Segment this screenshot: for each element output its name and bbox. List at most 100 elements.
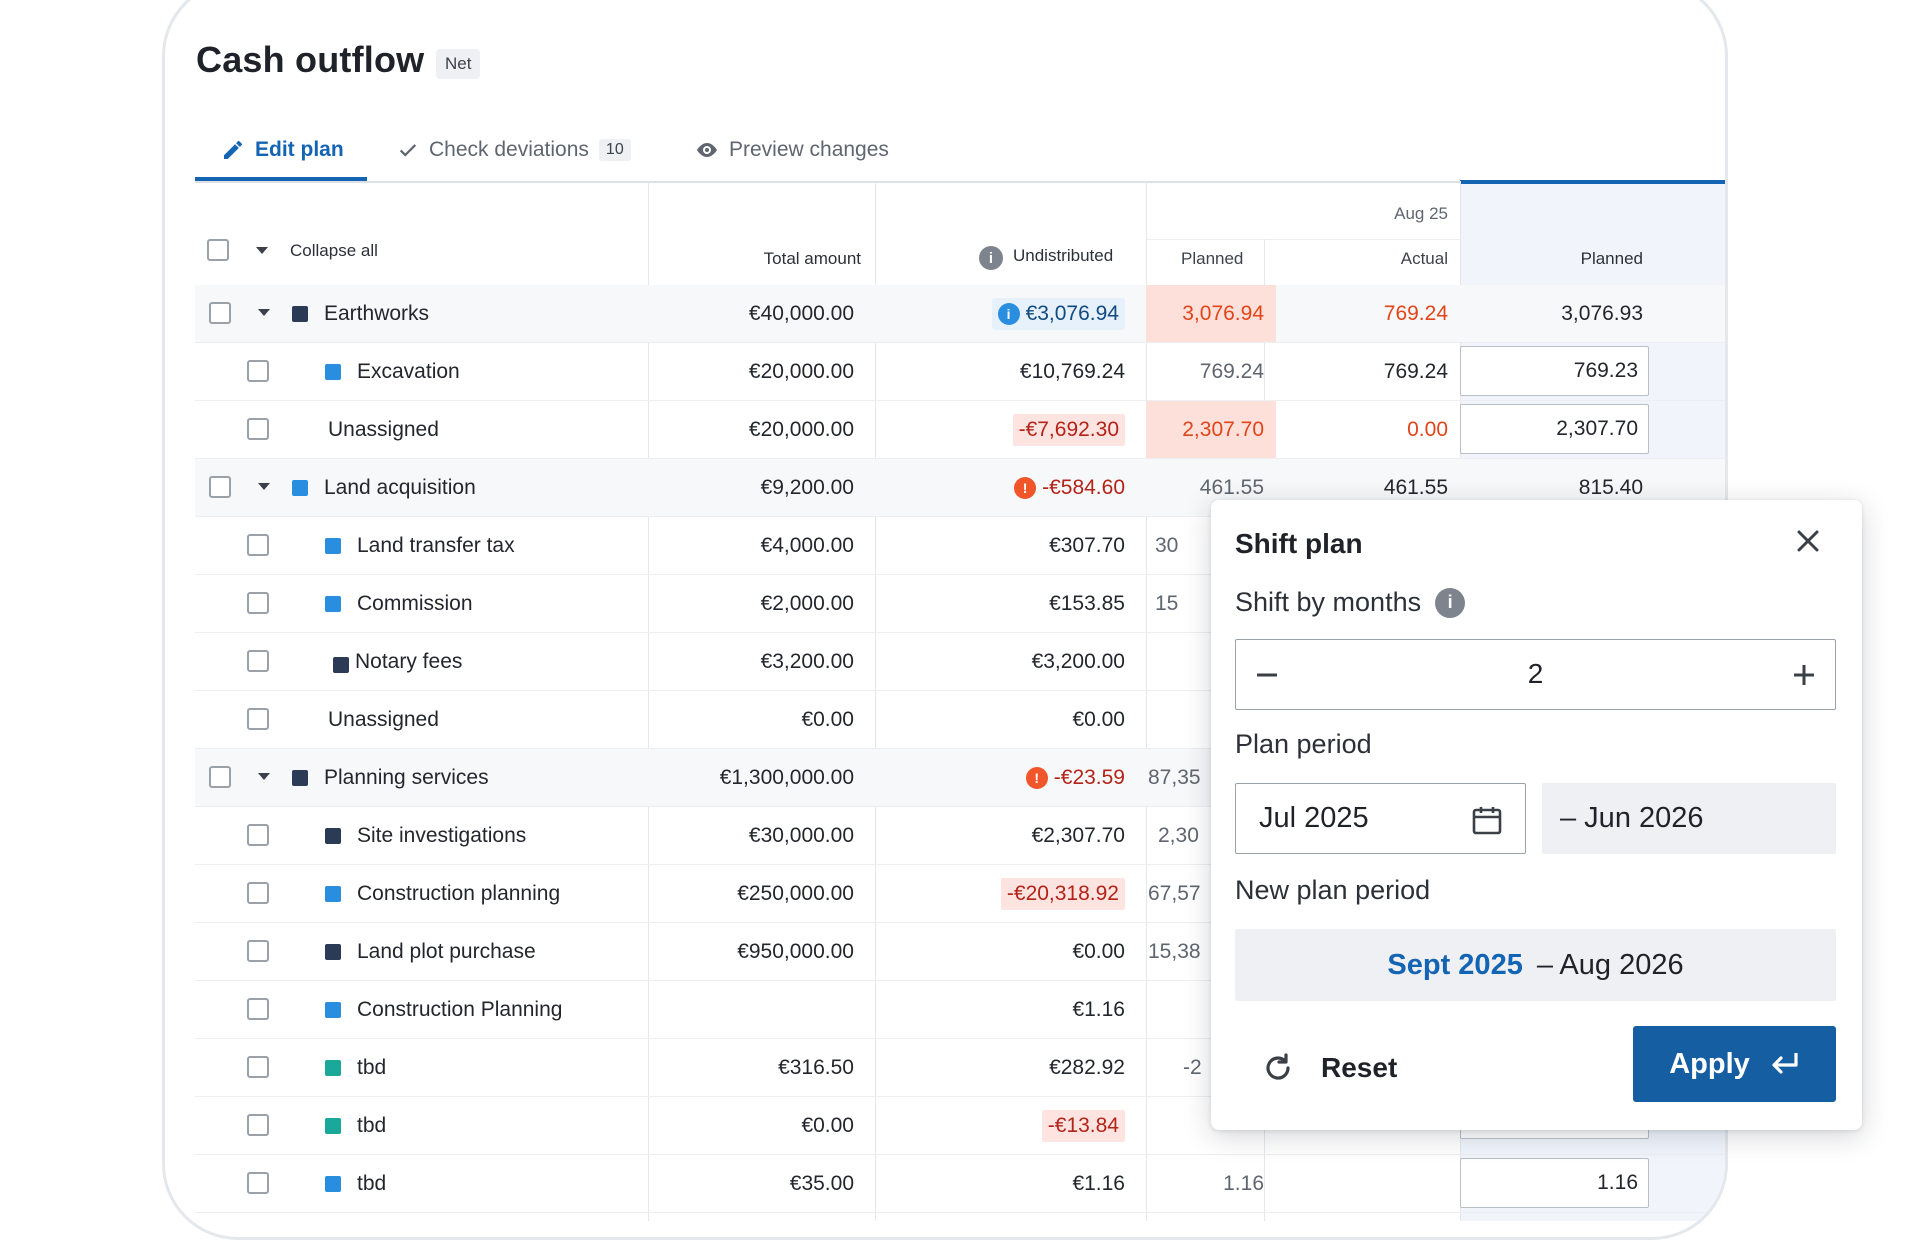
category-color-square (292, 769, 308, 786)
shift-by-months-row: Shift by months i (1235, 587, 1466, 618)
undistributed-value: €10,769.24 (1019, 359, 1125, 383)
category-color-square (325, 1175, 341, 1192)
actual-value: 461.55 (1383, 475, 1448, 499)
category-color-square (333, 656, 349, 673)
warning-icon[interactable]: ! (1025, 766, 1048, 789)
info-icon[interactable]: i (979, 246, 1003, 270)
warning-icon[interactable]: ! (1014, 476, 1037, 499)
planned-value: 87,35 (1148, 765, 1201, 789)
row-label-cell: Land plot purchase (325, 923, 536, 980)
row-checkbox[interactable] (209, 476, 231, 498)
table-row[interactable]: Unassigned €0.00 €0.00 (195, 691, 1725, 749)
row-checkbox[interactable] (247, 824, 269, 846)
table-row[interactable]: tbd €316.50 €282.92 -2 (195, 1039, 1725, 1097)
net-badge: Net (436, 49, 481, 79)
planned-next-value: 815.40 (1578, 475, 1643, 499)
row-label: Unassigned (328, 417, 439, 441)
table-row[interactable]: Construction Planning €1.16 (195, 981, 1725, 1039)
table-row[interactable]: Notary fees €3,200.00 €3,200.00 (195, 633, 1725, 691)
table-row[interactable]: tbd €35.00 €1.16 1.16 1.16 (195, 1155, 1725, 1213)
table-row[interactable]: Commission €2,000.00 €153.85 15 (195, 575, 1725, 633)
row-label: tbd (357, 1055, 387, 1079)
table-row[interactable]: Land transfer tax €4,000.00 €307.70 30 (195, 517, 1725, 575)
total-amount: €20,000.00 (748, 417, 854, 441)
row-label: tbd (357, 1113, 387, 1137)
undistributed-chip: i €3,076.94 (991, 297, 1125, 330)
row-label: Earthworks (324, 301, 430, 325)
undistributed-value: -€584.60 (1042, 475, 1125, 499)
row-label-cell: Construction Planning (325, 981, 562, 1038)
planned-input[interactable]: 769.23 (1460, 346, 1649, 396)
total-amount: €40,000.00 (748, 301, 854, 325)
expand-caret[interactable] (258, 773, 270, 780)
category-color-square (325, 827, 341, 844)
close-icon[interactable] (1791, 524, 1825, 558)
plan-start-date-input[interactable]: Jul 2025 (1235, 783, 1526, 854)
total-amount: €35.00 (789, 1171, 854, 1195)
info-icon[interactable]: i (997, 302, 1020, 325)
apply-button[interactable]: Apply (1633, 1026, 1836, 1102)
category-color-square (292, 305, 308, 322)
undistributed-value: €0.00 (1072, 939, 1125, 963)
tab-label: Check deviations (429, 138, 589, 161)
shift-months-stepper: 2 (1235, 639, 1836, 710)
expand-caret[interactable] (258, 309, 270, 316)
total-amount: €250,000.00 (737, 881, 854, 905)
undistributed-value: €2,307.70 (1031, 823, 1125, 847)
table-row[interactable]: Unassigned €20,000.00 -€7,692.30 2,307.7… (195, 401, 1725, 459)
row-checkbox[interactable] (247, 1056, 269, 1078)
collapse-all-label[interactable]: Collapse all (290, 241, 378, 260)
category-color-square (325, 1059, 341, 1076)
row-checkbox[interactable] (247, 1172, 269, 1194)
planned-value: 3,076.94 (1146, 285, 1276, 342)
expand-caret[interactable] (258, 483, 270, 490)
total-amount: €0.00 (801, 1113, 854, 1137)
info-icon[interactable]: i (1435, 587, 1466, 618)
planned-input[interactable]: 2,307.70 (1460, 404, 1649, 454)
plus-icon[interactable] (1791, 662, 1817, 688)
row-checkbox[interactable] (247, 882, 269, 904)
row-checkbox[interactable] (247, 360, 269, 382)
tab-label: Edit plan (255, 138, 344, 161)
row-checkbox[interactable] (247, 940, 269, 962)
new-start-value: Sept 2025 (1387, 948, 1523, 981)
table-row[interactable]: Land plot purchase €950,000.00 €0.00 15,… (195, 923, 1725, 981)
undistributed-value: -€7,692.30 (1012, 413, 1125, 446)
deviation-count-badge: 10 (598, 139, 631, 161)
calendar-icon[interactable] (1471, 804, 1503, 836)
tab-preview-changes[interactable]: Preview changes (695, 119, 889, 181)
table-row[interactable]: Construction planning €250,000.00 -€20,3… (195, 865, 1725, 923)
shift-months-value[interactable]: 2 (1527, 658, 1544, 689)
actual-value: 769.24 (1383, 301, 1448, 325)
row-checkbox[interactable] (209, 766, 231, 788)
category-color-square (292, 479, 308, 496)
divider (875, 181, 876, 1221)
tab-edit-plan[interactable]: Edit plan (221, 119, 344, 181)
planned-value: 769.24 (1199, 359, 1264, 383)
row-checkbox[interactable] (247, 1114, 269, 1136)
planned-value: 1.16 (1223, 1171, 1264, 1195)
tab-check-deviations[interactable]: Check deviations 10 (397, 119, 631, 181)
tab-label: Preview changes (729, 138, 889, 161)
row-checkbox[interactable] (247, 998, 269, 1020)
page-title: Cash outflow (196, 39, 425, 80)
table-row[interactable]: Excavation €20,000.00 €10,769.24 769.24 … (195, 343, 1725, 401)
row-checkbox[interactable] (247, 534, 269, 556)
planned-input[interactable]: 1.16 (1460, 1158, 1649, 1208)
row-checkbox[interactable] (247, 708, 269, 730)
row-label-cell: Construction planning (325, 865, 560, 922)
minus-icon[interactable] (1254, 662, 1280, 688)
new-end-value: – Aug 2026 (1536, 948, 1684, 981)
select-all-checkbox[interactable] (207, 239, 229, 261)
row-checkbox[interactable] (209, 302, 231, 324)
row-checkbox[interactable] (247, 418, 269, 440)
undistributed-value: €3,076.94 (1025, 301, 1119, 325)
collapse-all-caret[interactable] (256, 247, 268, 254)
table-row[interactable]: Earthworks €40,000.00 i €3,076.94 3,076.9… (195, 285, 1725, 343)
row-checkbox[interactable] (247, 650, 269, 672)
row-checkbox[interactable] (247, 592, 269, 614)
total-amount: €30,000.00 (748, 823, 854, 847)
table-row[interactable]: Site investigations €30,000.00 €2,307.70… (195, 807, 1725, 865)
row-label-cell: Excavation (325, 343, 460, 400)
reset-button[interactable]: Reset (1261, 1038, 1397, 1098)
